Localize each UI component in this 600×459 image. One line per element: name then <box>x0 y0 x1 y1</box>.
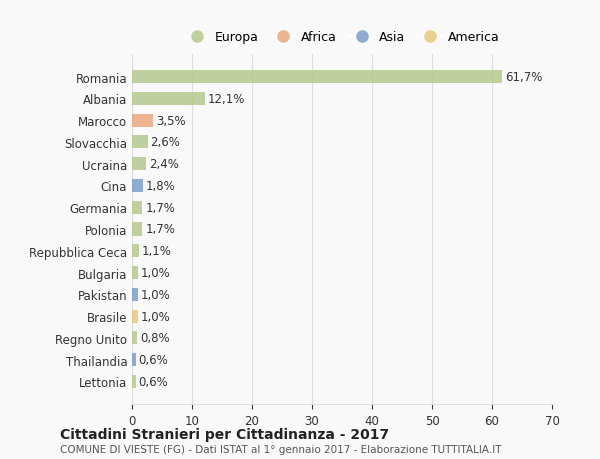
Text: 12,1%: 12,1% <box>208 93 245 106</box>
Bar <box>132 223 142 236</box>
Bar <box>132 353 136 366</box>
Bar <box>132 71 502 84</box>
Bar <box>132 179 143 193</box>
Bar <box>132 288 138 301</box>
Bar <box>132 375 136 388</box>
Text: Cittadini Stranieri per Cittadinanza - 2017: Cittadini Stranieri per Cittadinanza - 2… <box>60 427 389 442</box>
Text: 2,6%: 2,6% <box>151 136 181 149</box>
Legend: Europa, Africa, Asia, America: Europa, Africa, Asia, America <box>179 27 505 50</box>
Text: 61,7%: 61,7% <box>505 71 542 84</box>
Text: 3,5%: 3,5% <box>156 114 185 128</box>
Bar <box>132 158 146 171</box>
Bar <box>132 201 142 214</box>
Text: 1,1%: 1,1% <box>142 245 172 257</box>
Text: COMUNE DI VIESTE (FG) - Dati ISTAT al 1° gennaio 2017 - Elaborazione TUTTITALIA.: COMUNE DI VIESTE (FG) - Dati ISTAT al 1°… <box>60 444 502 454</box>
Text: 1,7%: 1,7% <box>145 202 175 214</box>
Bar <box>132 136 148 149</box>
Text: 2,4%: 2,4% <box>149 158 179 171</box>
Text: 0,6%: 0,6% <box>139 353 169 366</box>
Bar <box>132 93 205 106</box>
Text: 1,0%: 1,0% <box>141 310 171 323</box>
Bar <box>132 310 138 323</box>
Bar <box>132 245 139 258</box>
Bar <box>132 266 138 280</box>
Text: 0,8%: 0,8% <box>140 331 169 345</box>
Text: 1,0%: 1,0% <box>141 288 171 301</box>
Text: 1,7%: 1,7% <box>145 223 175 236</box>
Bar <box>132 331 137 345</box>
Text: 1,0%: 1,0% <box>141 267 171 280</box>
Bar <box>132 114 153 128</box>
Text: 0,6%: 0,6% <box>139 375 169 388</box>
Text: 1,8%: 1,8% <box>146 179 176 192</box>
